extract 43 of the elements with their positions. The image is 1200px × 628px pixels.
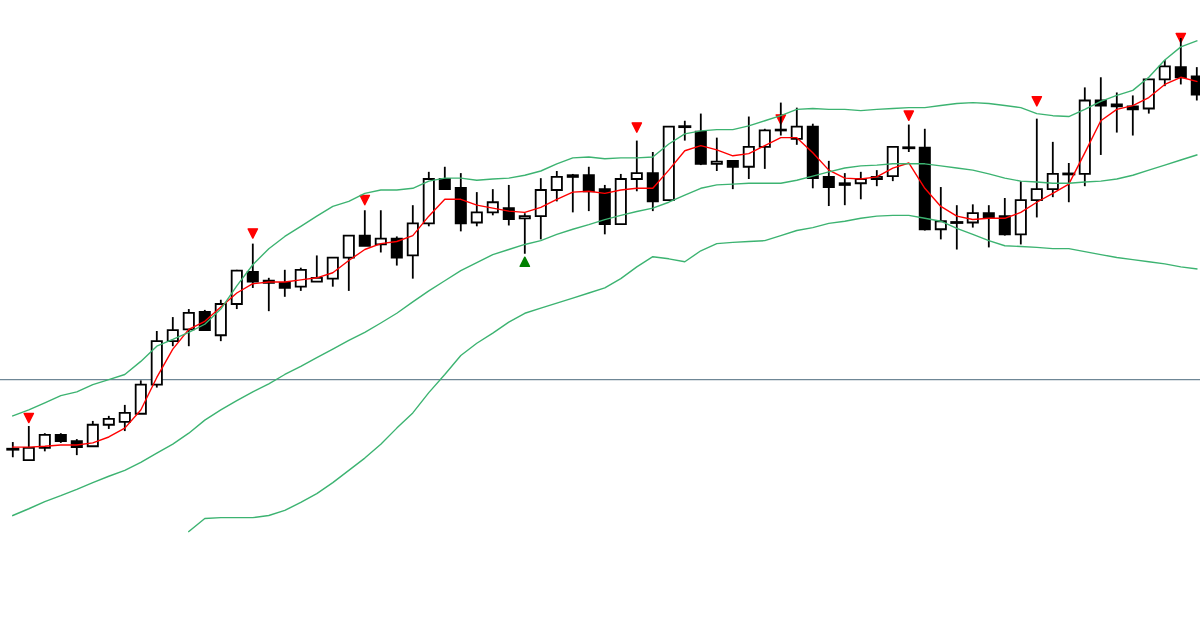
point <box>519 256 531 268</box>
candlestick <box>86 420 99 448</box>
candlestick <box>1046 140 1059 199</box>
candlestick <box>950 204 964 251</box>
candlestick <box>1110 91 1123 134</box>
candlestick <box>502 184 515 227</box>
candlestick <box>838 172 851 207</box>
candlestick <box>342 234 355 292</box>
candlestick <box>678 119 692 142</box>
candlestick <box>710 136 723 172</box>
candlestick <box>470 191 483 228</box>
candlestick <box>182 308 195 348</box>
point <box>23 412 35 424</box>
candlestick <box>742 115 755 180</box>
point <box>903 110 915 122</box>
candlestick <box>278 268 291 298</box>
candlestick <box>550 170 563 203</box>
candlestick <box>326 256 339 288</box>
candlestick <box>518 212 531 255</box>
candlestick <box>982 204 995 249</box>
candlestick <box>790 106 803 146</box>
candlestick <box>1030 117 1043 219</box>
point <box>359 194 371 206</box>
candlestick <box>1158 59 1171 88</box>
candlestick <box>582 165 595 213</box>
candlestick <box>1126 94 1139 137</box>
candlestick <box>630 139 643 193</box>
candlestick <box>358 209 371 247</box>
candlestick <box>118 403 131 432</box>
point <box>1031 95 1043 107</box>
point <box>631 122 643 133</box>
candlestick <box>566 173 579 214</box>
candlestick <box>438 165 451 191</box>
point <box>247 228 259 239</box>
candlestick <box>246 242 259 289</box>
candlestick <box>998 197 1011 237</box>
candlestick <box>758 127 771 170</box>
candlestick <box>902 123 916 153</box>
candlestick <box>822 159 835 207</box>
candlestick <box>22 425 35 462</box>
candlestick <box>166 316 179 348</box>
candlestick <box>310 254 323 283</box>
candlestick <box>726 159 739 191</box>
